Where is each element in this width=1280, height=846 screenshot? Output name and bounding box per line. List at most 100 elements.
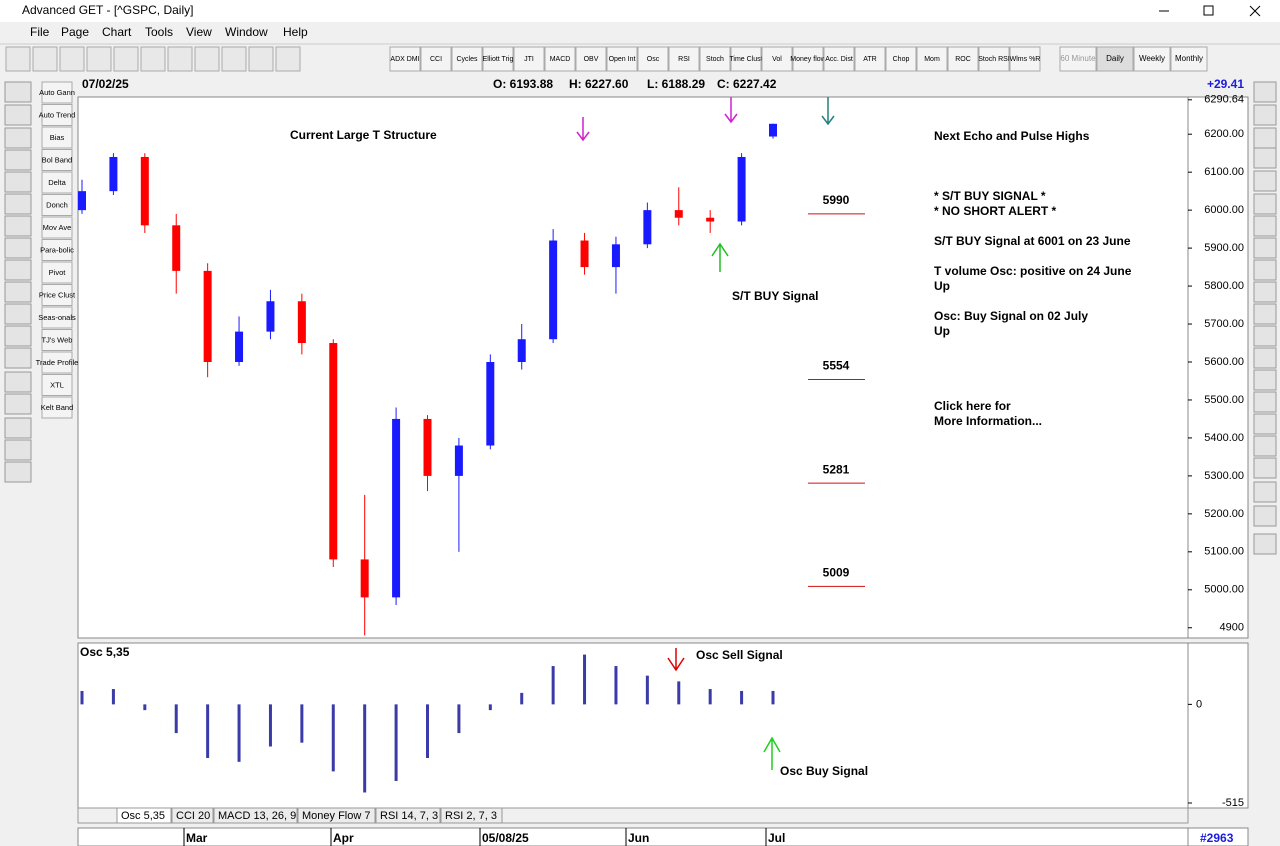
osc-bar: [80, 690, 84, 705]
period-button[interactable]: [1059, 46, 1097, 72]
study-button[interactable]: [41, 329, 73, 351]
menu-item[interactable]: Help: [283, 25, 308, 39]
candle-body: [329, 343, 338, 560]
toolbar-button[interactable]: [792, 46, 824, 72]
chart-annotation: S/T BUY Signal: [732, 289, 818, 303]
time-label: 05/08/25: [482, 831, 529, 845]
osc-bar: [551, 666, 555, 705]
toolbar-button[interactable]: [575, 46, 607, 72]
tab-label: Osc 5,35: [121, 810, 165, 822]
toolbar-button[interactable]: [885, 46, 917, 72]
period-label: Daily: [1106, 54, 1124, 63]
tool-icon[interactable]: [221, 46, 247, 72]
tab-label: MACD 13, 26, 9: [218, 810, 296, 822]
tab[interactable]: [213, 807, 298, 824]
study-button[interactable]: [41, 306, 73, 329]
toolbar-label: Mom: [924, 56, 940, 63]
osc-bar: [740, 690, 744, 705]
toolbar-button[interactable]: [761, 46, 793, 72]
period-label: Weekly: [1139, 54, 1165, 63]
toolbar-button[interactable]: [420, 46, 452, 72]
study-button[interactable]: [41, 351, 73, 374]
window-controls[interactable]: [1159, 5, 1261, 17]
osc-axis: [1187, 642, 1249, 809]
tab[interactable]: [440, 807, 503, 824]
period-button[interactable]: [1096, 46, 1134, 72]
study-button[interactable]: [41, 194, 73, 216]
tool-icon[interactable]: [113, 46, 139, 72]
tool-icon[interactable]: [86, 46, 112, 72]
toolbar-button[interactable]: [606, 46, 638, 72]
tool-icon[interactable]: [248, 46, 274, 72]
y-tick-label: 5200.00: [1204, 508, 1244, 520]
study-label: Seas-onals: [38, 313, 76, 322]
tool-icon[interactable]: [194, 46, 220, 72]
menu-item[interactable]: Chart: [102, 25, 132, 39]
toolbar-button[interactable]: [947, 46, 979, 72]
y-tick-label: 5700.00: [1204, 318, 1244, 330]
candle-body: [172, 225, 181, 271]
tab[interactable]: [171, 807, 214, 824]
toolbar-button[interactable]: [699, 46, 731, 72]
study-button[interactable]: [41, 171, 73, 194]
menu-item[interactable]: File: [30, 25, 50, 39]
note[interactable]: More Information...: [934, 414, 1042, 428]
period-button[interactable]: [1133, 46, 1171, 72]
study-button[interactable]: [41, 81, 73, 104]
period-label: 60 Minute: [1060, 54, 1096, 63]
study-button[interactable]: [41, 374, 73, 396]
time-label: Mar: [186, 831, 208, 845]
tool-icon[interactable]: [5, 46, 31, 72]
study-button[interactable]: [41, 239, 73, 261]
study-button[interactable]: [41, 396, 73, 419]
study-button[interactable]: [41, 261, 73, 284]
toolbar-button[interactable]: [668, 46, 700, 72]
right-tools[interactable]: [1253, 81, 1277, 555]
tool-icon[interactable]: [59, 46, 85, 72]
period-button[interactable]: [1170, 46, 1208, 72]
toolbar-button[interactable]: [854, 46, 886, 72]
tool-icon[interactable]: [167, 46, 193, 72]
toolbar-button[interactable]: [637, 46, 669, 72]
osc-bar: [520, 692, 524, 705]
menu-item[interactable]: Tools: [145, 25, 173, 39]
price-panel: [77, 96, 1189, 639]
toolbar-button[interactable]: [1009, 46, 1041, 72]
toolbar-button[interactable]: [730, 46, 762, 72]
study-button[interactable]: [41, 149, 73, 171]
tab[interactable]: [375, 807, 441, 824]
toolbar-label: ADX DMI: [390, 56, 419, 63]
toolbar-button[interactable]: [482, 46, 514, 72]
menu-item[interactable]: Page: [61, 25, 89, 39]
study-button[interactable]: [41, 216, 73, 239]
level-label: 5554: [823, 359, 850, 373]
icon-column[interactable]: [4, 81, 32, 483]
menu-item[interactable]: Window: [225, 25, 268, 39]
candle-body: [392, 418, 401, 598]
note: * NO SHORT ALERT *: [934, 204, 1057, 218]
study-label: Bias: [50, 133, 65, 142]
toolbar-button[interactable]: [389, 46, 421, 72]
candle-body: [297, 301, 306, 344]
study-button[interactable]: [41, 104, 73, 126]
status: #2963: [1200, 831, 1234, 845]
toolbar-button[interactable]: [823, 46, 855, 72]
study-button[interactable]: [41, 126, 73, 149]
toolbar-button[interactable]: [544, 46, 576, 72]
study-button[interactable]: [41, 284, 73, 306]
toolbar-button[interactable]: [978, 46, 1010, 72]
tab[interactable]: [297, 807, 376, 824]
tool-icon[interactable]: [275, 46, 301, 72]
osc-bar: [457, 704, 461, 734]
toolbar-button[interactable]: [513, 46, 545, 72]
menu-item[interactable]: View: [186, 25, 212, 39]
toolbar-button[interactable]: [451, 46, 483, 72]
tab[interactable]: [116, 807, 172, 824]
candle-body: [423, 418, 432, 476]
tool-icon[interactable]: [140, 46, 166, 72]
study-label: Price Clust: [39, 290, 76, 299]
toolbar-button[interactable]: [916, 46, 948, 72]
tool-icon[interactable]: [32, 46, 58, 72]
note[interactable]: Click here for: [934, 399, 1011, 413]
